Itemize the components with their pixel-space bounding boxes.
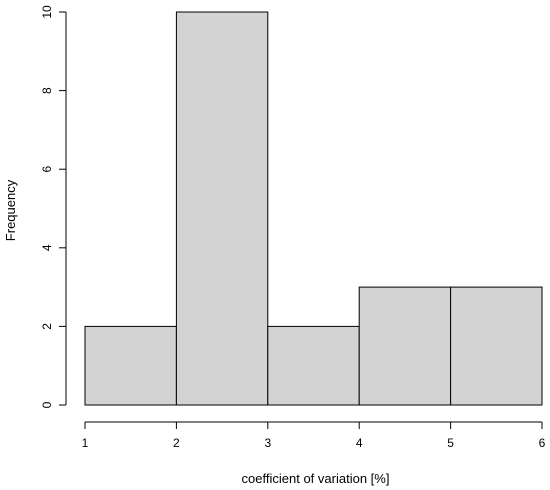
histogram-bar-1 [84, 325, 177, 406]
y-tick-label: 2 [40, 323, 54, 330]
y-axis-title: Frequency [3, 179, 18, 241]
y-tick-label: 4 [40, 244, 54, 251]
x-tick-label: 3 [264, 436, 271, 450]
y-tick-label: 8 [40, 87, 54, 94]
x-tick-label: 2 [173, 436, 180, 450]
y-tick-label: 6 [40, 166, 54, 173]
x-axis-title: coefficient of variation [%] [242, 471, 390, 486]
y-tick-label: 0 [40, 401, 54, 408]
x-tick-label: 1 [82, 436, 89, 450]
histogram-bar-5 [450, 286, 543, 406]
x-tick-label: 6 [539, 436, 546, 450]
y-tick-label: 10 [40, 5, 54, 19]
histogram-bar-3 [267, 325, 360, 406]
x-axis-ticks: 1 2 3 4 5 6 [82, 422, 546, 450]
bars-group [84, 11, 543, 406]
y-axis-ticks: 0 2 4 6 8 10 [40, 5, 66, 408]
x-tick-label: 5 [447, 436, 454, 450]
x-tick-label: 4 [356, 436, 363, 450]
histogram-bar-2 [175, 11, 269, 406]
histogram-bar-4 [358, 286, 452, 406]
